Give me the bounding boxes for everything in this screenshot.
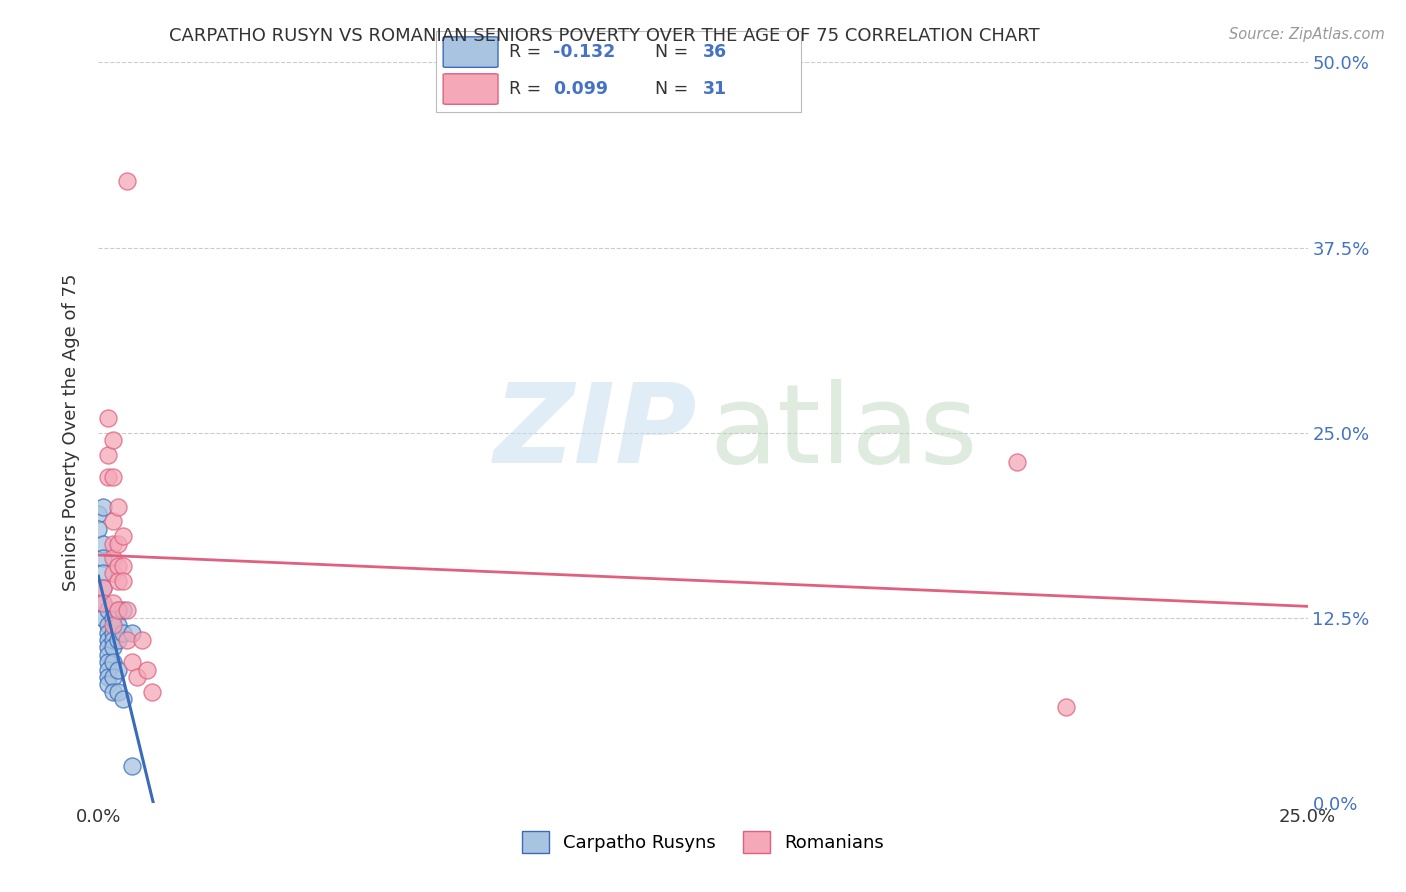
Point bbox=[97, 448, 120, 462]
Point bbox=[97, 632, 120, 647]
Point bbox=[91, 596, 114, 610]
Point bbox=[101, 640, 124, 655]
Point bbox=[141, 685, 163, 699]
Point bbox=[111, 558, 134, 573]
Point bbox=[135, 663, 157, 677]
Point bbox=[87, 522, 110, 536]
Point bbox=[111, 529, 134, 543]
Text: R =: R = bbox=[509, 43, 547, 61]
Point bbox=[117, 174, 139, 188]
Point bbox=[101, 596, 124, 610]
Point bbox=[97, 640, 120, 655]
FancyBboxPatch shape bbox=[436, 31, 801, 112]
Text: -0.132: -0.132 bbox=[553, 43, 614, 61]
Point bbox=[101, 670, 124, 684]
Point bbox=[101, 515, 124, 529]
Point bbox=[101, 610, 124, 624]
Text: 0.099: 0.099 bbox=[553, 80, 607, 98]
Text: Source: ZipAtlas.com: Source: ZipAtlas.com bbox=[1229, 27, 1385, 42]
Point bbox=[91, 581, 114, 595]
FancyBboxPatch shape bbox=[443, 37, 498, 68]
Point bbox=[87, 507, 110, 521]
Point bbox=[101, 566, 124, 581]
Point bbox=[101, 625, 124, 640]
Point bbox=[117, 632, 139, 647]
Legend: Carpatho Rusyns, Romanians: Carpatho Rusyns, Romanians bbox=[515, 824, 891, 861]
Point bbox=[121, 625, 143, 640]
Text: CARPATHO RUSYN VS ROMANIAN SENIORS POVERTY OVER THE AGE OF 75 CORRELATION CHART: CARPATHO RUSYN VS ROMANIAN SENIORS POVER… bbox=[169, 27, 1040, 45]
Point bbox=[107, 618, 129, 632]
Text: R =: R = bbox=[509, 80, 547, 98]
Point bbox=[97, 670, 120, 684]
Point bbox=[107, 574, 129, 588]
Point bbox=[121, 655, 143, 669]
Point bbox=[91, 596, 114, 610]
Point bbox=[101, 433, 124, 447]
Point bbox=[91, 500, 114, 514]
Point bbox=[101, 470, 124, 484]
Point bbox=[97, 648, 120, 662]
Point bbox=[107, 632, 129, 647]
Point bbox=[101, 618, 124, 632]
Point bbox=[107, 500, 129, 514]
Text: 36: 36 bbox=[703, 43, 727, 61]
Point bbox=[97, 625, 120, 640]
Point bbox=[97, 470, 120, 484]
Point bbox=[97, 603, 120, 617]
Point bbox=[101, 632, 124, 647]
Point bbox=[97, 663, 120, 677]
Point bbox=[1007, 455, 1029, 469]
Point bbox=[91, 581, 114, 595]
Point bbox=[97, 655, 120, 669]
FancyBboxPatch shape bbox=[443, 74, 498, 104]
Point bbox=[91, 551, 114, 566]
Point bbox=[1054, 699, 1077, 714]
Point bbox=[101, 685, 124, 699]
Point bbox=[131, 632, 153, 647]
Point bbox=[127, 670, 149, 684]
Point bbox=[107, 603, 129, 617]
Y-axis label: Seniors Poverty Over the Age of 75: Seniors Poverty Over the Age of 75 bbox=[62, 274, 80, 591]
Point bbox=[111, 692, 134, 706]
Point bbox=[91, 536, 114, 550]
Point bbox=[101, 536, 124, 550]
Point bbox=[111, 603, 134, 617]
Point bbox=[107, 663, 129, 677]
Point bbox=[97, 618, 120, 632]
Point bbox=[101, 655, 124, 669]
Point bbox=[101, 551, 124, 566]
Text: atlas: atlas bbox=[709, 379, 977, 486]
Text: N =: N = bbox=[655, 80, 695, 98]
Point bbox=[91, 610, 114, 624]
Point bbox=[91, 566, 114, 581]
Point bbox=[97, 410, 120, 425]
Text: 31: 31 bbox=[703, 80, 727, 98]
Point bbox=[107, 558, 129, 573]
Point bbox=[107, 685, 129, 699]
Point bbox=[111, 625, 134, 640]
Text: N =: N = bbox=[655, 43, 695, 61]
Text: ZIP: ZIP bbox=[494, 379, 697, 486]
Point bbox=[111, 574, 134, 588]
Point bbox=[97, 677, 120, 691]
Point bbox=[107, 536, 129, 550]
Point bbox=[117, 603, 139, 617]
Point bbox=[121, 758, 143, 772]
Point bbox=[107, 603, 129, 617]
